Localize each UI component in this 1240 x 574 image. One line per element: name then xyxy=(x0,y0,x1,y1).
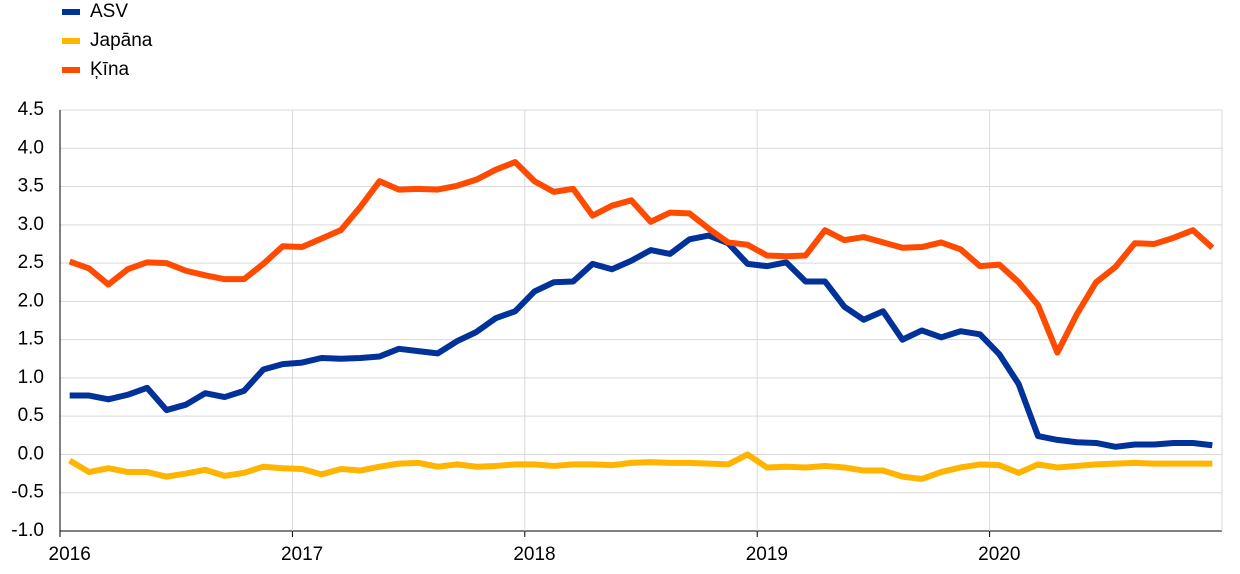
y-tick-label: 4.5 xyxy=(18,99,44,120)
x-tick-label: 2016 xyxy=(49,544,91,565)
legend-label: Ķīna xyxy=(90,59,130,80)
legend-label: ASV xyxy=(90,1,128,22)
series-line xyxy=(68,451,1213,482)
series-line xyxy=(68,159,1215,356)
x-tick-label: 2020 xyxy=(978,544,1020,565)
y-tick-label: 1.0 xyxy=(18,367,44,388)
y-tick-label: 2.5 xyxy=(18,252,44,273)
y-tick-label: -1.0 xyxy=(11,520,44,541)
x-tick-label: 2018 xyxy=(513,544,555,565)
y-tick-label: 3.0 xyxy=(18,214,44,235)
y-tick-label: -0.5 xyxy=(11,482,44,503)
x-tick-label: 2019 xyxy=(746,544,788,565)
y-tick-label: 2.0 xyxy=(18,290,44,311)
series-line xyxy=(69,232,1213,450)
x-tick-label: 2017 xyxy=(281,544,323,565)
legend-label: Japāna xyxy=(90,30,153,51)
y-tick-label: 1.5 xyxy=(18,329,44,350)
y-tick-label: 0.0 xyxy=(18,443,44,464)
y-tick-label: 4.0 xyxy=(18,137,44,158)
y-tick-label: 0.5 xyxy=(18,405,44,426)
y-tick-label: 3.5 xyxy=(18,176,44,197)
